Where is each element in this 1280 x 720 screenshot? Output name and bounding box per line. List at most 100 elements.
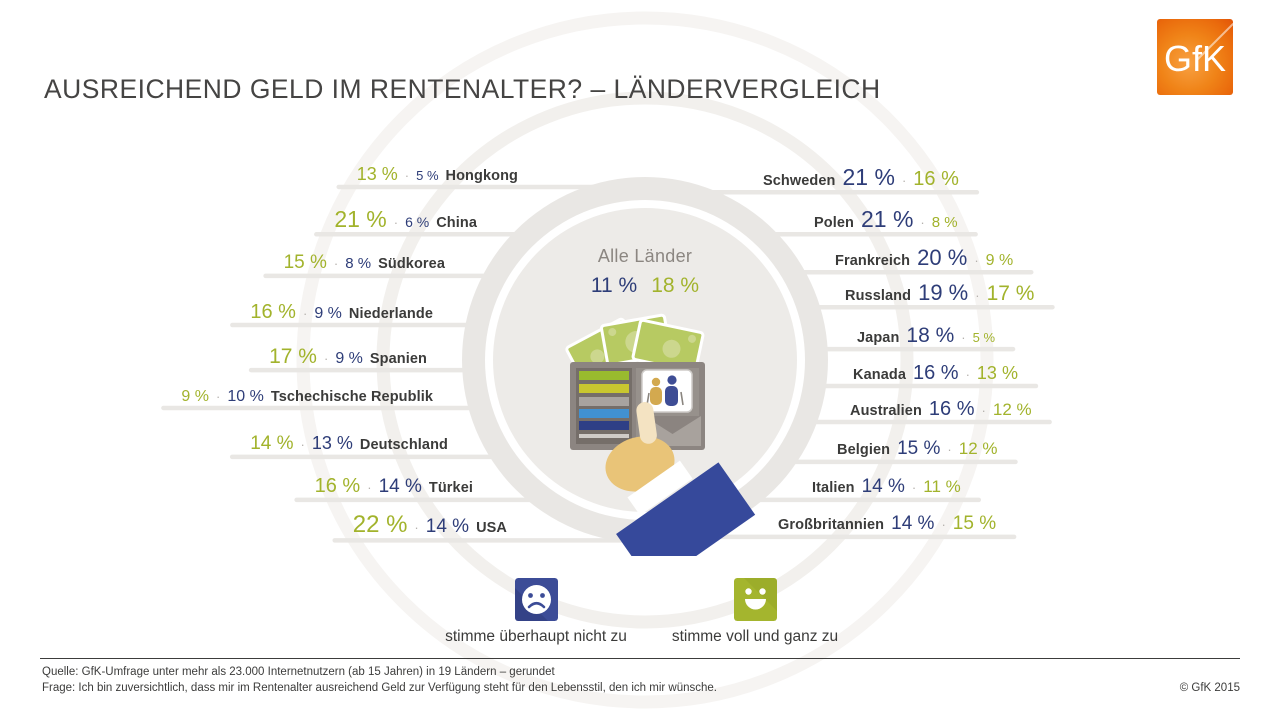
footer-source: Quelle: GfK-Umfrage unter mehr als 23.00… [42,666,555,678]
agree-percent: 16 % [913,168,959,190]
gfk-logo: GfK [1157,19,1233,95]
country-label: China [436,215,477,231]
country-label: Großbritannien [778,517,885,533]
country-label: Niederlande [348,306,433,322]
country-label: Frankreich [835,253,911,269]
disagree-percent: 16 % [928,398,975,420]
country-label: Schweden [763,173,836,189]
agree-percent: 13 % [356,164,398,184]
disagree-percent: 18 % [906,324,955,347]
agree-percent: 5 % [972,330,996,345]
separator-dot: · [302,306,308,321]
separator-dot: · [393,215,399,230]
country-row-australien: Australien 16 % · 12 % [850,398,1032,420]
separator-dot: · [961,330,966,345]
agree-percent: 8 % [931,214,958,231]
agree-percent: 21 % [334,206,387,232]
country-row-deutschland: 14 % · 13 % Deutschland [250,433,448,455]
country-label: Russland [845,288,912,304]
country-row-schweden: Schweden 21 % · 16 % [763,164,959,190]
background-arc [296,11,994,709]
disagree-percent: 8 % [345,255,372,272]
photo-elderly-couple-icon [641,369,693,413]
sleeve [616,462,756,556]
gfk-logo-text: GfK [1163,38,1226,79]
country-row-tuerkei: 16 % · 14 % Türkei [315,475,473,498]
country-label: Hongkong [445,168,518,184]
disagree-percent: 15 % [897,438,941,459]
footer-question: Frage: Ich bin zuversichtlich, dass mir … [42,682,718,694]
card-gray [579,397,629,406]
agree-percent: 17 % [986,282,1035,305]
country-label: Kanada [853,367,906,383]
agree-percent: 17 % [269,345,317,368]
country-label: Deutschland [359,437,448,453]
legend-disagree-label: stimme überhaupt nicht zu [445,628,627,645]
all-countries-label: Alle Länder [597,246,693,266]
background-arc [376,91,914,629]
country-row-polen: Polen 21 % · 8 % [814,206,958,232]
footer-divider [40,658,1240,659]
country-row-grossbritannien: Großbritannien 14 % · 15 % [778,513,997,535]
disagree-percent: 21 % [860,206,914,232]
country-label: Türkei [428,480,473,496]
separator-dot: · [975,288,980,303]
wallet-money-illustration [565,313,756,556]
country-row-usa: 22 % · 14 % USA [352,511,507,538]
country-label: Italien [812,480,855,496]
country-label: Japan [857,330,900,346]
country-row-china: 21 % · 6 % China [334,206,477,232]
page-title: AUSREICHEND GELD IM RENTENALTER? – LÄNDE… [44,74,881,104]
agree-percent: 22 % [352,511,408,538]
disagree-percent: 19 % [918,280,969,305]
country-row-frankreich: Frankreich 20 % · 9 % [835,245,1014,270]
country-label: USA [476,520,507,536]
separator-dot: · [965,367,970,382]
disagree-percent: 6 % [405,214,430,230]
disagree-percent: 20 % [917,245,968,270]
card-blue [579,409,629,418]
separator-dot: · [300,437,305,452]
agree-percent: 14 % [250,433,294,454]
country-row-belgien: Belgien 15 % · 12 % [837,438,997,460]
country-label: Australien [850,403,922,419]
agree-percent: 13 % [976,363,1018,383]
happy-face-icon [733,578,777,621]
separator-dot: · [974,253,979,268]
country-row-italien: Italien 14 % · 11 % [812,476,961,498]
separator-dot: · [333,256,339,271]
agree-percent: 15 % [952,513,997,534]
separator-dot: · [404,168,410,183]
disagree-percent: 16 % [912,362,959,384]
agree-percent: 9 % [985,252,1014,269]
separator-dot: · [216,389,221,404]
agree-percent: 9 % [181,388,209,405]
country-row-suedkorea: 15 % · 8 % Südkorea [284,252,445,274]
disagree-percent: 14 % [891,513,935,534]
disagree-percent: 21 % [842,164,895,190]
agree-percent: 16 % [250,301,296,323]
agree-percent: 16 % [314,475,361,497]
separator-dot: · [323,351,329,366]
country-label: Südkorea [378,256,445,272]
separator-dot: · [901,173,907,188]
legend-agree-label: stimme voll und ganz zu [671,628,839,645]
country-row-spanien: 17 % · 9 % Spanien [269,345,427,368]
disagree-percent: 5 % [416,168,439,183]
country-row-niederlande: 16 % · 9 % Niederlande [250,301,433,323]
all-countries-block: Alle Länder 11 % 18 % [515,246,775,298]
legend-disagree: stimme überhaupt nicht zu [411,578,661,646]
disagree-percent: 9 % [335,350,363,367]
country-row-kanada: Kanada 16 % · 13 % [853,362,1018,384]
country-label: Polen [814,215,854,231]
agree-percent: 11 % [923,477,961,496]
hand-icon [605,402,756,556]
all-countries-agree-percent: 18 % [651,274,700,297]
legend-agree: stimme voll und ganz zu [630,578,880,646]
shirt-cuff [627,460,693,516]
country-label: Belgien [837,442,891,458]
separator-dot: · [911,480,917,495]
separator-dot: · [414,520,419,535]
